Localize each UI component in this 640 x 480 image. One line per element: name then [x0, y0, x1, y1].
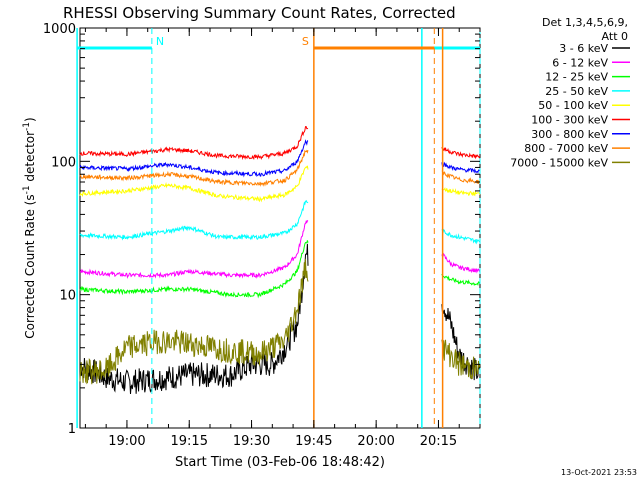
y-axis-label: Corrected Count Rate (s-1 detector-1) — [22, 117, 37, 338]
chart-title: RHESSI Observing Summary Count Rates, Co… — [63, 4, 456, 22]
series-line — [441, 228, 480, 245]
x-tick-label: 20:00 — [357, 434, 394, 449]
x-tick-label: 19:15 — [171, 434, 208, 449]
legend-header: Att 0 — [602, 30, 628, 43]
y-tick-label: 1000 — [43, 22, 76, 37]
x-tick-label: 19:45 — [295, 434, 332, 449]
series-line — [79, 165, 309, 203]
series-line — [441, 339, 481, 380]
plot-area-border — [79, 27, 481, 429]
legend-entry-label: 100 - 300 keV — [531, 114, 608, 127]
series-line — [79, 199, 309, 241]
legend-entry-label: 25 - 50 keV — [545, 85, 608, 98]
chart-marks — [79, 126, 481, 395]
legend-entry-label: 300 - 800 keV — [531, 128, 608, 141]
x-tick-label: 20:15 — [420, 434, 457, 449]
series-line — [441, 161, 480, 174]
series-line — [79, 243, 309, 395]
saa-label: S — [302, 35, 309, 48]
series-line — [79, 258, 309, 385]
axes: 19:00 19:15 19:30 19:45 20:00 20:15 1 10 100 1000 — [43, 22, 481, 449]
series-line — [441, 170, 480, 184]
y-tick-label: 1 — [68, 422, 76, 437]
legend-entry-label: 7000 - 15000 keV — [510, 156, 608, 169]
legend-entry-label: 12 - 25 keV — [545, 71, 608, 84]
series-line — [79, 126, 309, 161]
x-tick-label: 19:00 — [108, 434, 145, 449]
plot-frame — [79, 27, 481, 429]
legend-header: Det 1,3,4,5,6,9, — [542, 16, 628, 29]
plot-timestamp: 13-Oct-2021 23:53 — [561, 468, 637, 477]
series-line — [79, 219, 309, 279]
series-line — [441, 147, 481, 160]
series-line — [441, 187, 481, 197]
legend-entry-label: 6 - 12 keV — [552, 56, 608, 69]
legend-entry-label: 800 - 7000 keV — [524, 142, 608, 155]
series-line — [79, 240, 309, 299]
y-tick-label: 10 — [59, 289, 76, 304]
series-line — [79, 139, 309, 178]
series-line — [441, 273, 481, 287]
night-label: N — [156, 35, 164, 48]
series-line — [441, 252, 481, 274]
legend-entry-label: 50 - 100 keV — [538, 99, 608, 112]
x-axis-label: Start Time (03-Feb-06 18:48:42) — [175, 455, 385, 470]
y-tick-label: 100 — [51, 155, 76, 170]
legend-entry-label: 3 - 6 keV — [559, 42, 608, 55]
x-tick-label: 19:30 — [233, 434, 270, 449]
series-line — [79, 149, 309, 187]
